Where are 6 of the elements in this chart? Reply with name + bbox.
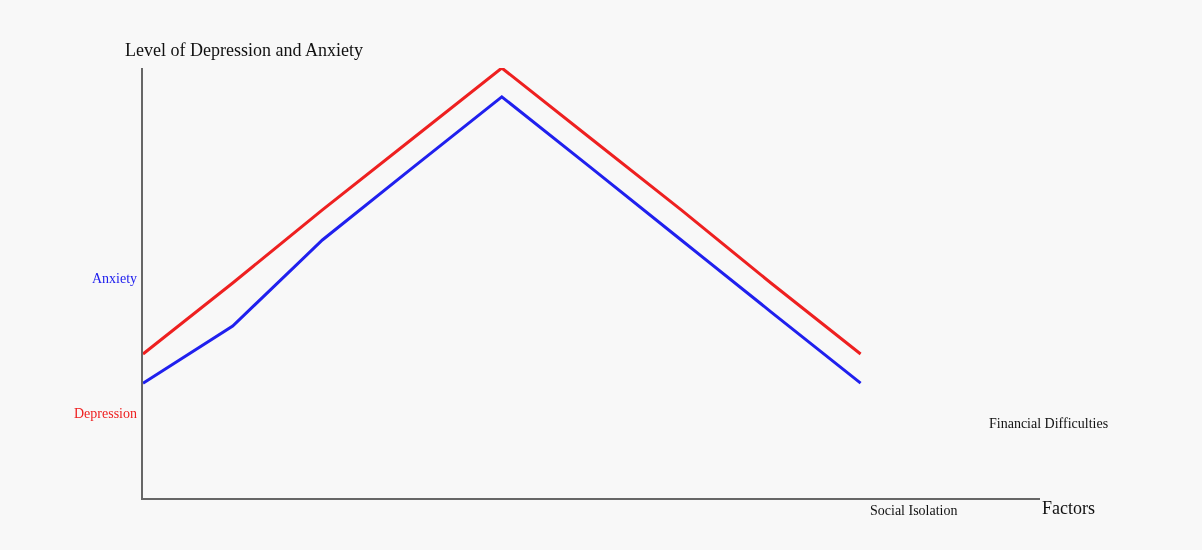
- annotation: Financial Difficulties: [989, 416, 1109, 431]
- text: Depression: [74, 406, 137, 421]
- y-axis-title: Level of Depression and Anxiety: [125, 40, 363, 60]
- text: Social Isolation: [870, 503, 958, 518]
- x-axis-title: Factors: [1042, 498, 1095, 518]
- text: Anxiety: [92, 271, 138, 286]
